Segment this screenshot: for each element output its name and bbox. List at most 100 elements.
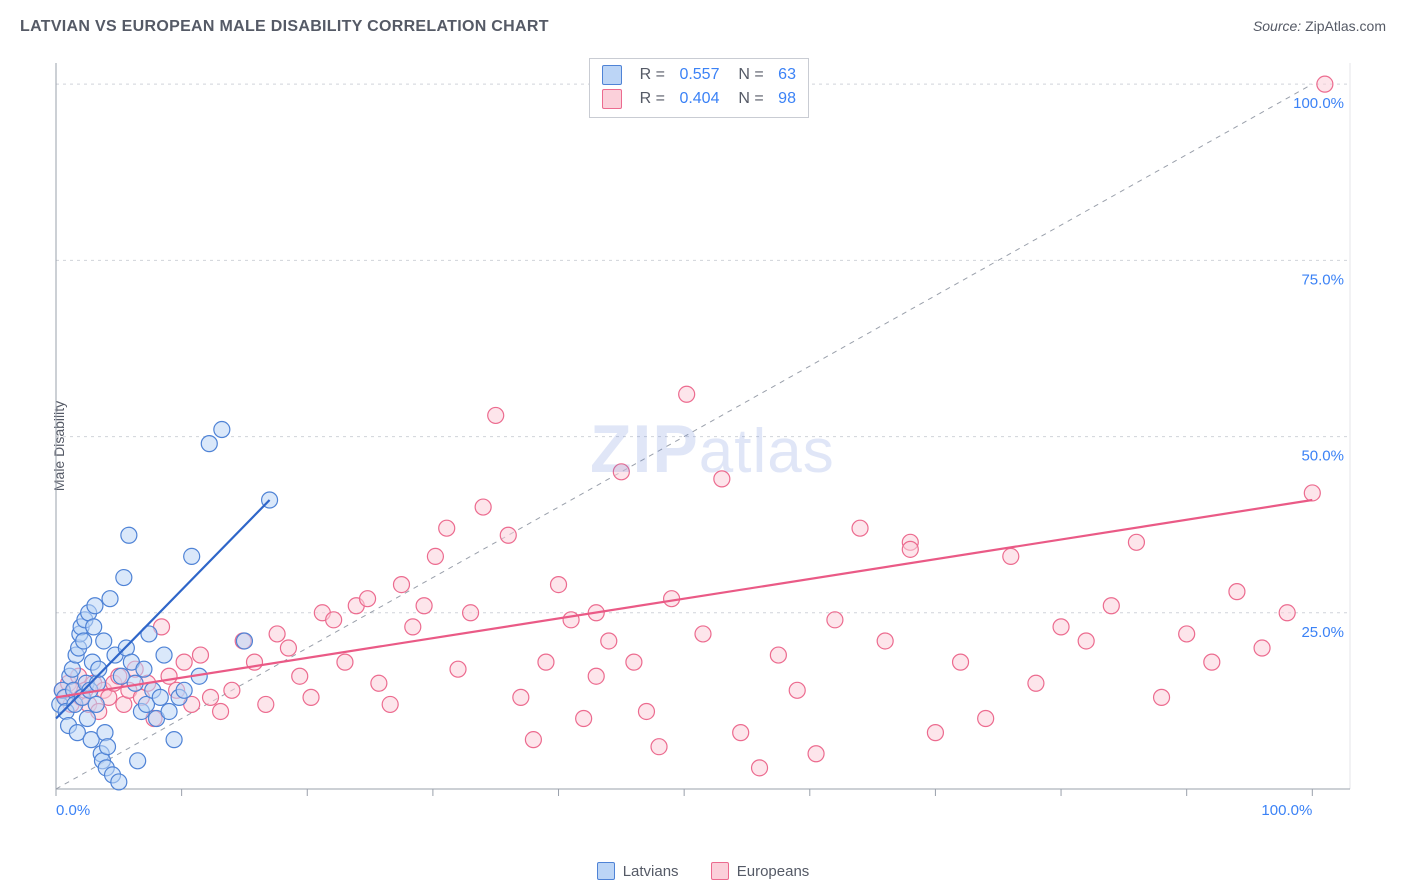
y-tick-label: 75.0% — [1301, 271, 1344, 288]
scatter-point — [176, 682, 192, 698]
scatter-point — [1078, 633, 1094, 649]
scatter-point — [551, 577, 567, 593]
scatter-point — [382, 696, 398, 712]
scatter-chart: 25.0%50.0%75.0%100.0%0.0%100.0% — [50, 55, 1380, 825]
scatter-point — [184, 548, 200, 564]
scatter-point — [97, 725, 113, 741]
scatter-point — [588, 668, 604, 684]
scatter-point — [393, 577, 409, 593]
scatter-point — [136, 661, 152, 677]
scatter-point — [326, 612, 342, 628]
stat-r-label: R = — [640, 87, 670, 111]
y-tick-label: 100.0% — [1293, 95, 1344, 112]
scatter-point — [1154, 689, 1170, 705]
y-tick-label: 50.0% — [1301, 448, 1344, 465]
scatter-point — [1317, 76, 1333, 92]
scatter-point — [116, 570, 132, 586]
scatter-point — [405, 619, 421, 635]
stats-legend-box: R = 0.557 N = 63R = 0.404 N = 98 — [589, 58, 809, 118]
scatter-point — [902, 541, 918, 557]
scatter-point — [76, 633, 92, 649]
scatter-point — [563, 612, 579, 628]
legend-item-europeans: Europeans — [711, 862, 810, 880]
scatter-point — [463, 605, 479, 621]
scatter-point — [236, 633, 252, 649]
scatter-point — [269, 626, 285, 642]
stat-n-value: 63 — [778, 63, 796, 87]
scatter-point — [1254, 640, 1270, 656]
stat-n-label: N = — [729, 87, 768, 111]
scatter-point — [192, 647, 208, 663]
scatter-point — [513, 689, 529, 705]
scatter-point — [86, 619, 102, 635]
plot-area: 25.0%50.0%75.0%100.0%0.0%100.0% R = 0.55… — [50, 55, 1380, 825]
scatter-point — [1204, 654, 1220, 670]
scatter-point — [770, 647, 786, 663]
scatter-point — [714, 471, 730, 487]
scatter-point — [303, 689, 319, 705]
scatter-point — [1279, 605, 1295, 621]
source-value: ZipAtlas.com — [1305, 18, 1386, 34]
scatter-point — [695, 626, 711, 642]
scatter-point — [371, 675, 387, 691]
scatter-point — [280, 640, 296, 656]
x-tick-label: 100.0% — [1261, 802, 1312, 819]
scatter-point — [439, 520, 455, 536]
stat-n-value: 98 — [778, 87, 796, 111]
scatter-point — [450, 661, 466, 677]
scatter-point — [87, 598, 103, 614]
scatter-point — [953, 654, 969, 670]
scatter-point — [360, 591, 376, 607]
chart-header: LATVIAN VS EUROPEAN MALE DISABILITY CORR… — [20, 18, 1386, 36]
scatter-point — [576, 711, 592, 727]
scatter-point — [1003, 548, 1019, 564]
scatter-point — [102, 591, 118, 607]
scatter-point — [538, 654, 554, 670]
scatter-point — [64, 661, 80, 677]
scatter-point — [638, 703, 654, 719]
legend-label: Europeans — [737, 863, 810, 880]
scatter-point — [752, 760, 768, 776]
scatter-point — [258, 696, 274, 712]
scatter-point — [733, 725, 749, 741]
scatter-point — [79, 711, 95, 727]
legend-swatch-icon — [597, 862, 615, 880]
scatter-point — [224, 682, 240, 698]
scatter-point — [1229, 584, 1245, 600]
chart-title: LATVIAN VS EUROPEAN MALE DISABILITY CORR… — [20, 18, 549, 36]
scatter-point — [475, 499, 491, 515]
scatter-point — [852, 520, 868, 536]
scatter-point — [1053, 619, 1069, 635]
scatter-point — [789, 682, 805, 698]
stats-swatch-icon — [602, 89, 622, 109]
scatter-point — [156, 647, 172, 663]
trend-line — [56, 500, 1312, 697]
scatter-point — [214, 422, 230, 438]
stat-r-value: 0.404 — [679, 87, 719, 111]
scatter-point — [213, 703, 229, 719]
scatter-point — [100, 739, 116, 755]
legend-bottom: Latvians Europeans — [0, 862, 1406, 884]
scatter-point — [96, 633, 112, 649]
stats-row: R = 0.404 N = 98 — [602, 87, 796, 111]
scatter-point — [877, 633, 893, 649]
scatter-point — [1128, 534, 1144, 550]
stat-r-label: R = — [640, 63, 670, 87]
stats-swatch-icon — [602, 65, 622, 85]
scatter-point — [203, 689, 219, 705]
scatter-point — [651, 739, 667, 755]
legend-item-latvians: Latvians — [597, 862, 679, 880]
scatter-point — [176, 654, 192, 670]
scatter-point — [808, 746, 824, 762]
scatter-point — [337, 654, 353, 670]
scatter-point — [121, 527, 137, 543]
scatter-point — [525, 732, 541, 748]
scatter-point — [111, 774, 127, 790]
scatter-point — [827, 612, 843, 628]
source-label: Source: — [1253, 18, 1301, 34]
scatter-point — [927, 725, 943, 741]
stat-n-label: N = — [729, 63, 768, 87]
scatter-point — [1179, 626, 1195, 642]
legend-label: Latvians — [623, 863, 679, 880]
legend-swatch-icon — [711, 862, 729, 880]
